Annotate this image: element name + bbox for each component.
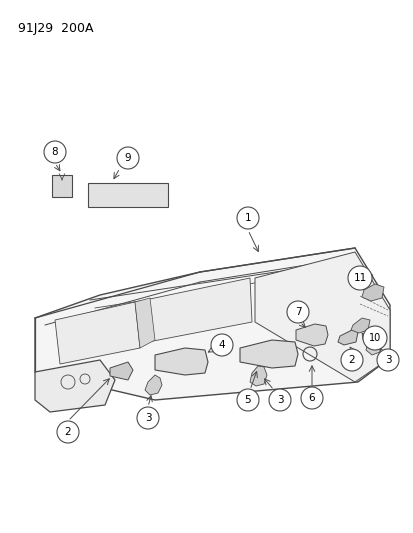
Polygon shape <box>145 375 161 395</box>
Text: 11: 11 <box>353 273 366 283</box>
Text: 91J29  200A: 91J29 200A <box>18 22 93 35</box>
Circle shape <box>44 141 66 163</box>
Polygon shape <box>249 366 266 386</box>
Text: 6: 6 <box>308 393 315 403</box>
FancyBboxPatch shape <box>52 175 72 197</box>
Polygon shape <box>55 302 140 364</box>
Text: 4: 4 <box>218 340 225 350</box>
Polygon shape <box>35 360 115 412</box>
Text: 1: 1 <box>244 213 251 223</box>
Text: 8: 8 <box>52 147 58 157</box>
Text: 7: 7 <box>294 307 301 317</box>
Polygon shape <box>240 340 297 368</box>
Text: 3: 3 <box>384 355 390 365</box>
Text: 9: 9 <box>124 153 131 163</box>
Polygon shape <box>145 278 252 342</box>
Polygon shape <box>361 284 383 301</box>
Polygon shape <box>337 330 357 345</box>
Text: 3: 3 <box>144 413 151 423</box>
Circle shape <box>300 387 322 409</box>
Text: 10: 10 <box>368 333 380 343</box>
Text: 2: 2 <box>64 427 71 437</box>
Circle shape <box>236 389 259 411</box>
Circle shape <box>340 349 362 371</box>
Polygon shape <box>110 362 133 380</box>
Polygon shape <box>154 348 207 375</box>
Polygon shape <box>295 324 327 346</box>
Circle shape <box>211 334 233 356</box>
Circle shape <box>268 389 290 411</box>
Polygon shape <box>365 335 382 355</box>
Polygon shape <box>350 318 369 333</box>
Circle shape <box>137 407 159 429</box>
Circle shape <box>286 301 308 323</box>
Circle shape <box>362 326 386 350</box>
Polygon shape <box>135 298 154 348</box>
Text: 3: 3 <box>276 395 282 405</box>
Circle shape <box>57 421 79 443</box>
FancyBboxPatch shape <box>88 183 168 207</box>
Circle shape <box>117 147 139 169</box>
Text: 5: 5 <box>244 395 251 405</box>
Polygon shape <box>254 252 389 382</box>
Text: 2: 2 <box>348 355 354 365</box>
Polygon shape <box>35 248 389 400</box>
Circle shape <box>236 207 259 229</box>
Circle shape <box>347 266 371 290</box>
Circle shape <box>376 349 398 371</box>
